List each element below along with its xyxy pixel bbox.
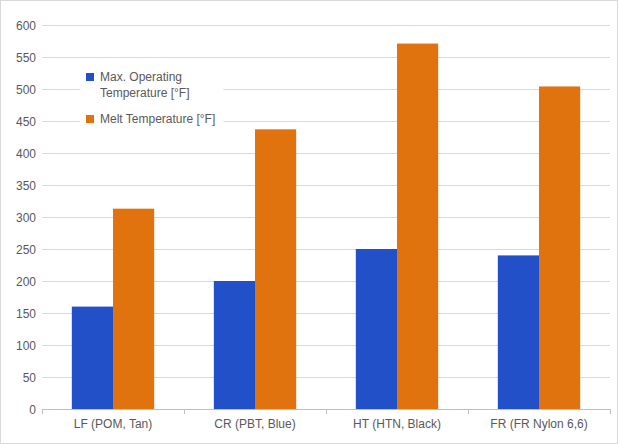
x-tick	[184, 409, 185, 414]
bar	[214, 281, 255, 409]
y-tick-label: 100	[16, 339, 36, 353]
y-tick-label: 200	[16, 275, 36, 289]
legend-swatch	[86, 115, 94, 123]
y-tick-label: 500	[16, 83, 36, 97]
x-tick	[326, 409, 327, 414]
grid-line	[42, 57, 610, 58]
legend-background	[80, 64, 223, 138]
bar	[397, 44, 438, 409]
legend-label: Max. Operating Temperature [°F]	[100, 70, 190, 100]
bar	[356, 249, 397, 409]
legend: Max. Operating Temperature [°F] Melt Tempe…	[80, 64, 223, 138]
x-tick-label: FR (FR Nylon 6,6)	[490, 417, 587, 431]
legend-line: Max. Operating	[100, 70, 182, 84]
bar	[255, 129, 296, 409]
y-tick-label: 250	[16, 243, 36, 257]
chart: 0 50 100 150 200 250 300 350 400 450 500 550 600 LF (…	[0, 0, 618, 444]
bars	[72, 44, 580, 409]
x-tick	[610, 409, 611, 414]
grid-line	[42, 25, 610, 26]
y-tick-label: 0	[29, 403, 36, 417]
bar	[539, 86, 580, 409]
background	[1, 1, 618, 444]
grid-line	[42, 185, 610, 186]
legend-line: Temperature [°F]	[100, 86, 190, 100]
x-tick-label: CR (PBT, Blue)	[214, 417, 295, 431]
y-tick-label: 600	[16, 19, 36, 33]
y-tick-label: 400	[16, 147, 36, 161]
legend-swatch	[86, 73, 94, 81]
x-tick-label: HT (HTN, Black)	[353, 417, 441, 431]
bar	[113, 209, 154, 409]
y-tick-label: 300	[16, 211, 36, 225]
x-tick	[42, 409, 43, 414]
bar	[498, 255, 539, 409]
legend-label: Melt Temperature [°F]	[100, 112, 215, 126]
grid-line	[42, 153, 610, 154]
y-tick-label: 550	[16, 51, 36, 65]
x-tick-label: LF (POM, Tan)	[74, 417, 152, 431]
bar	[72, 307, 113, 409]
legend-line: Melt Temperature [°F]	[100, 112, 215, 126]
y-tick-label: 350	[16, 179, 36, 193]
x-tick	[468, 409, 469, 414]
y-tick-label: 450	[16, 115, 36, 129]
y-tick-label: 50	[23, 371, 37, 385]
y-tick-label: 150	[16, 307, 36, 321]
